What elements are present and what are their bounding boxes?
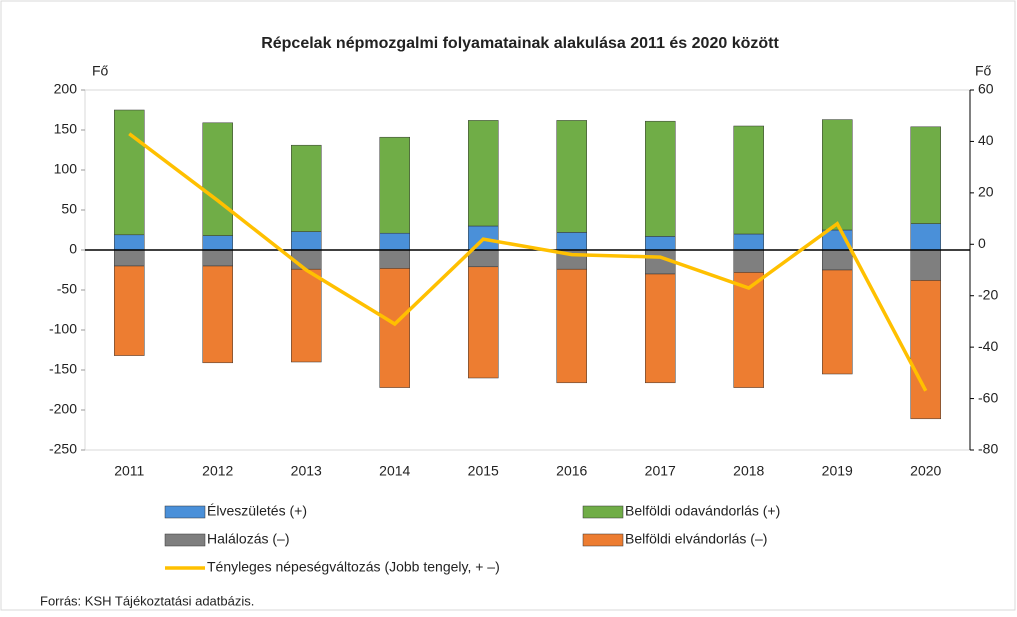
bar [202, 122, 233, 236]
y2-tick-label: 0 [978, 235, 986, 251]
y2-tick-label: -20 [978, 286, 998, 302]
bar [379, 249, 410, 269]
legend-label: Belföldi elvándorlás (–) [625, 531, 767, 547]
bar [202, 235, 233, 251]
y2-axis-label: Fő [975, 63, 992, 79]
legend-swatch [164, 533, 206, 547]
y-tick-label: -250 [49, 441, 77, 457]
x-tick-label: 2013 [291, 463, 322, 479]
x-tick-label: 2015 [468, 463, 499, 479]
x-tick-label: 2012 [202, 463, 233, 479]
y2-tick-label: 40 [978, 132, 994, 148]
y2-tick-label: -80 [978, 441, 998, 457]
y-tick-label: 100 [54, 161, 78, 177]
bar [114, 234, 145, 251]
y-tick-label: 50 [61, 201, 77, 217]
y-axis-label: Fő [92, 63, 109, 79]
bar [468, 120, 499, 227]
bar [910, 126, 941, 224]
bar [910, 280, 941, 420]
bar [291, 268, 322, 363]
bar [379, 232, 410, 251]
y-tick-label: -50 [57, 281, 77, 297]
bar [379, 136, 410, 234]
y2-tick-label: 20 [978, 184, 994, 200]
y2-tick-label: -40 [978, 338, 998, 354]
bar [645, 236, 676, 251]
y2-tick-label: 60 [978, 81, 994, 97]
bar [645, 273, 676, 384]
y2-tick-label: -60 [978, 389, 998, 405]
bar [822, 119, 853, 231]
bar [733, 233, 764, 251]
legend-swatch [582, 533, 624, 547]
bar [822, 249, 853, 271]
bar [733, 272, 764, 388]
legend-label: Halálozás (–) [207, 531, 289, 547]
bar [114, 265, 145, 356]
bar [202, 249, 233, 267]
bar [556, 232, 587, 251]
legend-label: Belföldi odavándorlás (+) [625, 503, 780, 519]
y-tick-label: -150 [49, 361, 77, 377]
chart-title: Répcelak népmozgalmi folyamatainak alaku… [261, 35, 779, 52]
source: Forrás: KSH Tájékoztatási adatbázis. [40, 593, 254, 608]
legend-swatch [164, 505, 206, 519]
bar [645, 120, 676, 237]
y-tick-label: -200 [49, 401, 77, 417]
x-tick-label: 2016 [556, 463, 587, 479]
y-tick-label: 150 [54, 121, 78, 137]
bar [733, 125, 764, 235]
bar [379, 268, 410, 388]
bar [202, 265, 233, 364]
bar [910, 223, 941, 251]
legend-label: Tényleges népeségváltozás (Jobb tengely,… [207, 559, 500, 575]
bar [822, 269, 853, 375]
legend-swatch [582, 505, 624, 519]
bar [468, 249, 499, 268]
bar [556, 120, 587, 233]
y-tick-label: 200 [54, 81, 78, 97]
bar [291, 231, 322, 251]
bar [910, 249, 941, 281]
bar [733, 249, 764, 273]
x-tick-label: 2019 [822, 463, 853, 479]
x-tick-label: 2018 [733, 463, 764, 479]
legend-label: Élveszületés (+) [207, 503, 307, 519]
bar [291, 144, 322, 232]
bar [556, 268, 587, 384]
x-tick-label: 2014 [379, 463, 410, 479]
line [128, 132, 928, 392]
y-tick-label: -100 [49, 321, 77, 337]
x-tick-label: 2020 [910, 463, 941, 479]
x-tick-label: 2011 [114, 463, 144, 479]
bar [114, 109, 145, 236]
y-tick-label: 0 [69, 241, 77, 257]
x-tick-label: 2017 [645, 463, 676, 479]
bar [468, 266, 499, 379]
bar [114, 249, 145, 267]
